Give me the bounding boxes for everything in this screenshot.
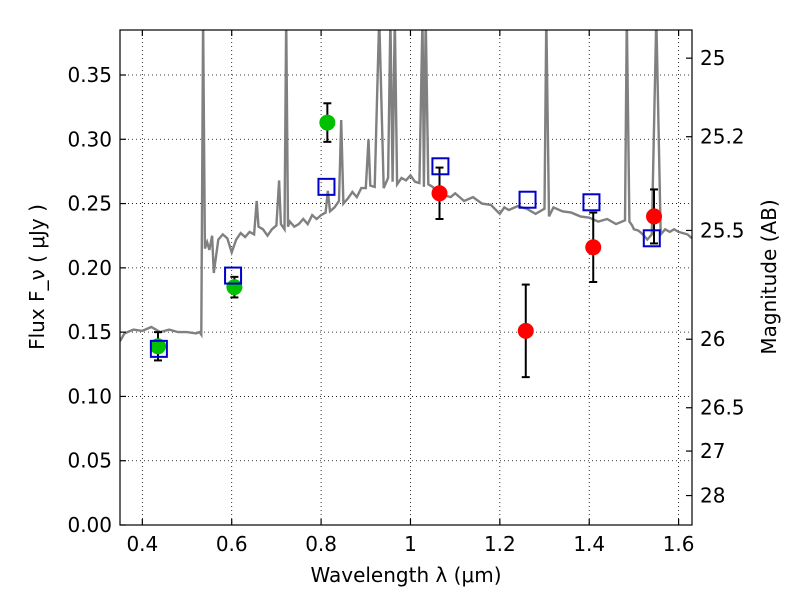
x-tick-label: 0.4 xyxy=(126,532,158,556)
green-data-point xyxy=(226,279,243,296)
right-tick-label: 26 xyxy=(700,327,725,351)
x-axis-label: Wavelength λ (μm) xyxy=(310,563,501,587)
model-photometry-square xyxy=(642,229,661,248)
y-tick-label: 0.00 xyxy=(67,513,112,537)
y-tick-label: 0.10 xyxy=(67,384,112,408)
model-photometry-square xyxy=(582,193,601,212)
model-photometry-square xyxy=(431,157,450,176)
y-tick-label: 0.30 xyxy=(67,127,112,151)
right-tick-label: 25 xyxy=(700,46,725,70)
x-tick-label: 1.4 xyxy=(573,532,605,556)
model-spectrum-line xyxy=(120,30,692,342)
right-tick-label: 25.5 xyxy=(700,218,745,242)
plot-frame xyxy=(119,29,693,526)
red-data-point xyxy=(585,239,602,256)
x-tick-label: 1.2 xyxy=(484,532,516,556)
x-tick-label: 1 xyxy=(404,532,417,556)
right-tick-label: 27 xyxy=(700,439,725,463)
model-photometry-square xyxy=(149,339,168,358)
point-layer xyxy=(149,114,663,358)
right-tick-label: 28 xyxy=(700,484,725,508)
y-axis-label: Flux F_ν ( μJy ) xyxy=(25,204,49,350)
y-tick-label: 0.15 xyxy=(67,320,112,344)
y-tick-label: 0.20 xyxy=(67,256,112,280)
right-tick-label: 26.5 xyxy=(700,396,745,420)
errorbar-layer xyxy=(153,102,659,379)
x-tick-label: 0.6 xyxy=(216,532,248,556)
right-tick-label: 25.2 xyxy=(700,125,745,149)
x-tick-label: 0.8 xyxy=(305,532,337,556)
red-data-point xyxy=(646,208,663,225)
green-data-point xyxy=(149,338,166,355)
plot-area xyxy=(120,30,692,379)
y-tick-label: 0.25 xyxy=(67,192,112,216)
red-data-point xyxy=(431,185,448,202)
model-photometry-square xyxy=(224,266,243,285)
tick-layer: 0.4 0.6 0.8 1 1.2 1.4 1.6 0.00 0.05 0.10 0.15 0.20 0… xyxy=(67,30,745,556)
green-data-point xyxy=(319,114,336,131)
model-photometry-square xyxy=(317,177,336,196)
grid-layer xyxy=(120,30,692,526)
y-tick-label: 0.05 xyxy=(67,449,112,473)
red-data-point xyxy=(517,322,534,339)
y-tick-label: 0.35 xyxy=(67,63,112,87)
x-tick-label: 1.6 xyxy=(663,532,695,556)
model-photometry-square xyxy=(518,190,537,209)
right-axis-label: Magnitude (AB) xyxy=(757,199,781,354)
